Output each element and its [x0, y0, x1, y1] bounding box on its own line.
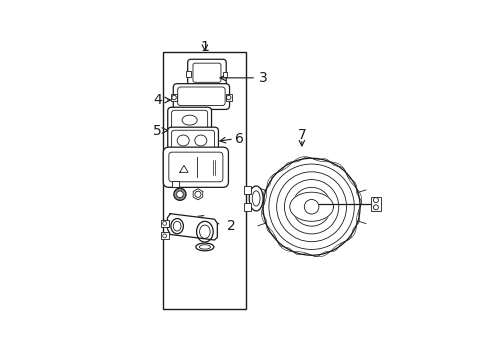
- Bar: [223, 72, 227, 77]
- FancyBboxPatch shape: [193, 63, 221, 82]
- Circle shape: [172, 95, 176, 100]
- Polygon shape: [167, 214, 217, 240]
- Circle shape: [373, 205, 378, 210]
- Text: 7: 7: [297, 128, 305, 142]
- Bar: [161, 232, 168, 239]
- Bar: [171, 94, 177, 102]
- Text: 2: 2: [226, 219, 235, 233]
- Bar: [243, 203, 251, 211]
- Bar: [243, 186, 251, 194]
- FancyBboxPatch shape: [187, 59, 226, 87]
- FancyBboxPatch shape: [173, 84, 229, 109]
- Circle shape: [163, 234, 166, 238]
- Text: 1: 1: [200, 40, 209, 54]
- FancyBboxPatch shape: [171, 110, 207, 129]
- Circle shape: [163, 221, 166, 225]
- FancyBboxPatch shape: [167, 127, 218, 154]
- Bar: [370, 197, 380, 211]
- Circle shape: [173, 188, 185, 201]
- Bar: [171, 181, 178, 187]
- Circle shape: [263, 158, 359, 255]
- Text: 5: 5: [153, 123, 162, 138]
- FancyBboxPatch shape: [177, 87, 224, 105]
- Circle shape: [304, 199, 318, 214]
- FancyBboxPatch shape: [163, 147, 228, 187]
- Circle shape: [195, 191, 201, 197]
- FancyBboxPatch shape: [167, 107, 211, 133]
- Bar: [225, 94, 231, 102]
- Bar: [161, 220, 168, 227]
- Text: 4: 4: [153, 93, 162, 107]
- Ellipse shape: [171, 219, 183, 234]
- Circle shape: [373, 198, 378, 203]
- Text: 6: 6: [235, 132, 244, 146]
- Bar: [163, 51, 246, 309]
- Circle shape: [176, 191, 183, 198]
- FancyBboxPatch shape: [168, 152, 223, 182]
- FancyBboxPatch shape: [171, 130, 214, 150]
- Text: 3: 3: [258, 71, 267, 85]
- Ellipse shape: [249, 186, 263, 211]
- Polygon shape: [289, 192, 333, 221]
- Circle shape: [226, 95, 230, 100]
- Ellipse shape: [196, 221, 213, 242]
- Bar: [185, 71, 191, 77]
- Ellipse shape: [196, 243, 213, 251]
